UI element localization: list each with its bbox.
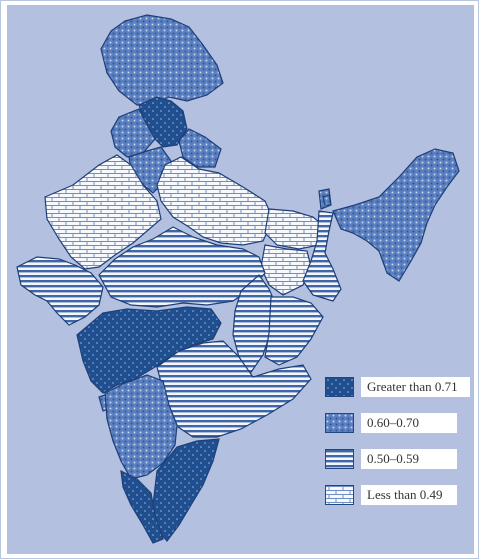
region-andhra-pradesh <box>156 340 312 438</box>
legend-label: Greater than 0.71 <box>361 377 470 397</box>
legend-label: Less than 0.49 <box>361 485 457 505</box>
legend-swatch-dark-dotted <box>325 377 354 397</box>
region-madhya-pradesh <box>98 226 266 308</box>
legend-label: 0.60–0.70 <box>361 413 457 433</box>
legend: Greater than 0.71 0.60–0.70 0.50–0.59 Le… <box>325 377 470 507</box>
map-panel: Greater than 0.71 0.60–0.70 0.50–0.59 Le… <box>7 5 474 554</box>
region-uttar-pradesh <box>156 156 274 246</box>
legend-item-greater-than-071: Greater than 0.71 <box>325 377 470 399</box>
region-rajasthan <box>44 154 162 270</box>
region-uttarakhand <box>178 128 222 168</box>
legend-item-060-070: 0.60–0.70 <box>325 413 470 435</box>
region-chhattisgarh <box>232 274 278 377</box>
region-west-bengal <box>302 210 342 302</box>
india-map <box>16 14 460 544</box>
region-karnataka <box>104 374 178 480</box>
region-jammu-kashmir <box>100 14 224 106</box>
legend-swatch-horizontal-lines <box>325 449 354 469</box>
region-kerala <box>120 469 164 544</box>
legend-swatch-medium-dotted <box>325 413 354 433</box>
region-odisha <box>264 296 324 366</box>
legend-item-less-than-049: Less than 0.49 <box>325 485 470 507</box>
region-islands <box>322 194 332 206</box>
region-maharashtra <box>76 306 222 394</box>
region-north-east <box>332 148 460 282</box>
legend-label: 0.50–0.59 <box>361 449 457 469</box>
legend-swatch-brick <box>325 485 354 505</box>
region-gujarat <box>16 256 104 326</box>
legend-item-050-059: 0.50–0.59 <box>325 449 470 471</box>
